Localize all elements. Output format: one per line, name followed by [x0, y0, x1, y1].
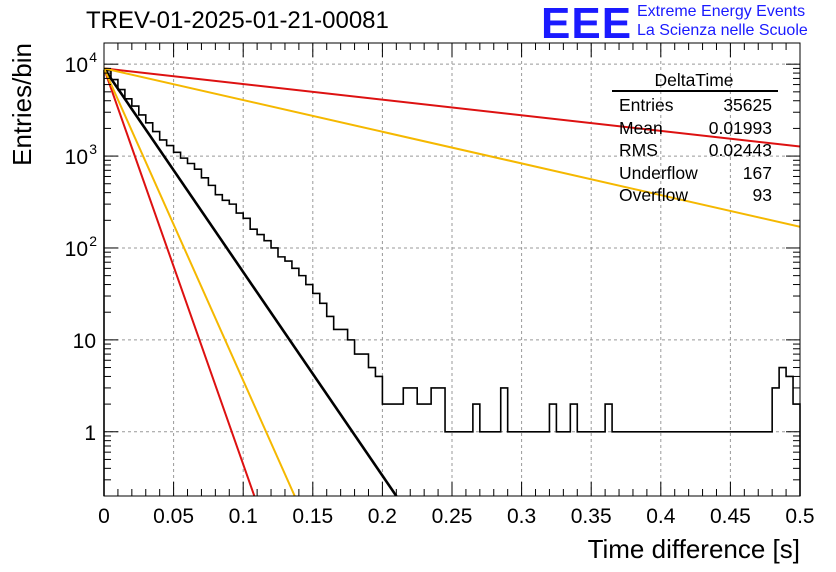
stats-label: Entries [619, 95, 674, 115]
y-tick-exponent: 3 [89, 141, 97, 157]
histogram [103, 69, 801, 496]
x-tick-label: 0.25 [432, 505, 473, 528]
eee-logo: EEE [541, 0, 633, 48]
fit-line-2 [104, 68, 256, 496]
logo-line-1: Extreme Energy Events [637, 3, 806, 20]
y-tick-exponent: 2 [89, 233, 97, 249]
x-tick-label: 0.05 [153, 505, 194, 528]
stats-label: Mean [619, 117, 663, 138]
fit-line-1 [104, 67, 398, 496]
x-tick-label: 0.5 [785, 505, 814, 528]
y-tick-label: 1 [84, 422, 96, 445]
x-tick-label: 0.3 [507, 505, 536, 528]
y-tick-label: 10 [65, 54, 88, 77]
stats-value: 167 [742, 162, 772, 183]
fit-lines [104, 67, 800, 496]
y-tick-exponent: 4 [89, 49, 97, 65]
stats-row-rms: RMS 0.02443 [612, 139, 778, 162]
x-tick-label: 0.1 [229, 505, 258, 528]
stats-label: RMS [619, 140, 658, 160]
x-tick-label: 0.45 [710, 505, 751, 528]
logo-line-2: La Scienza nelle Scuole [637, 22, 808, 39]
stats-box: DeltaTime Entries 35625 Mean 0.01993 RMS… [612, 70, 778, 207]
stats-row-entries: Entries 35625 [612, 94, 778, 117]
stats-row-mean: Mean 0.01993 [612, 117, 778, 140]
axis-ticks [103, 43, 801, 497]
stats-row-overflow: Overflow 93 [612, 184, 778, 207]
stats-value: 93 [752, 185, 772, 205]
stats-row-underflow: Underflow 167 [612, 162, 778, 185]
stats-value: 35625 [723, 95, 772, 115]
fit-line-3 [104, 67, 296, 496]
chart-title: TREV-01-2025-01-21-00081 [86, 7, 389, 34]
stats-value: 0.02443 [708, 140, 772, 160]
fit-line-5 [104, 67, 800, 228]
stats-box-title: DeltaTime [612, 70, 778, 92]
x-tick-label: 0 [98, 505, 110, 528]
y-axis-title: Entries/bin [7, 43, 37, 166]
x-tick-labels: 0 0.05 0.1 0.15 0.2 0.25 0.3 0.35 0.4 0.45 0.5 [98, 505, 814, 528]
x-tick-label: 0.35 [571, 505, 612, 528]
histogram-series [103, 69, 801, 496]
x-tick-label: 0.15 [292, 505, 333, 528]
y-tick-label: 10 [65, 146, 88, 169]
x-tick-label: 0.2 [368, 505, 397, 528]
x-axis-title: Time difference [s] [588, 534, 800, 564]
y-tick-label: 10 [65, 238, 88, 261]
stats-value: 0.01993 [708, 117, 772, 138]
stats-label: Overflow [619, 185, 689, 205]
x-tick-label: 0.4 [646, 505, 676, 528]
y-tick-label: 10 [73, 330, 96, 353]
fit-line-4 [104, 67, 800, 148]
stats-label: Underflow [619, 162, 698, 183]
